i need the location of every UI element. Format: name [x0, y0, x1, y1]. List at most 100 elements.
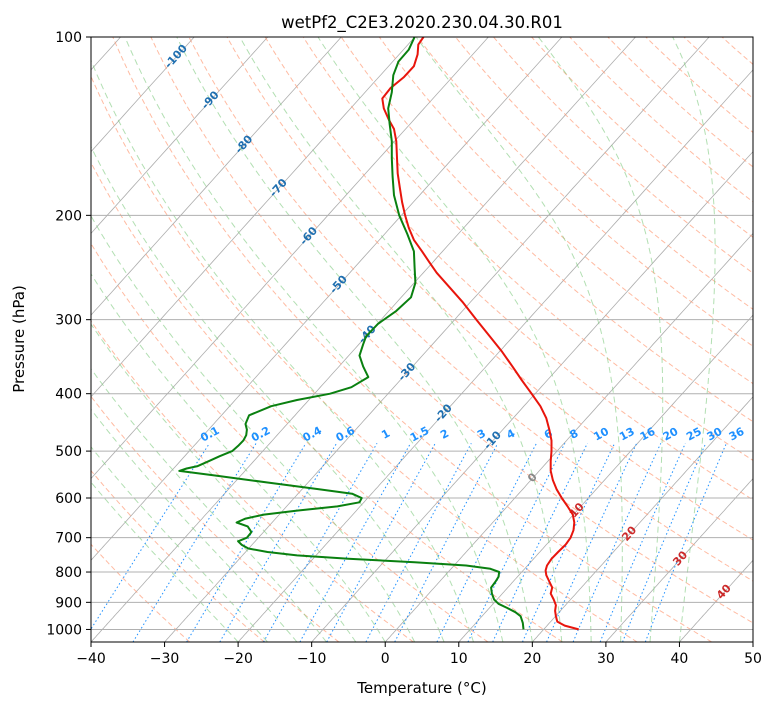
y-axis-title: Pressure (hPa)	[10, 285, 28, 393]
mixing-ratio-line	[132, 443, 257, 642]
mixing-ratio-label: 25	[684, 425, 704, 444]
dry-adiabat-line	[302, 37, 753, 461]
x-tick-label: 30	[597, 651, 615, 667]
moist-adiabat-line	[176, 37, 533, 642]
mixing-ratio-label: 0.4	[301, 424, 325, 445]
mixing-ratio-line	[263, 443, 378, 642]
mixing-ratio-label: 4	[504, 427, 517, 442]
x-tick-label: 50	[744, 651, 762, 667]
x-tick-label: 20	[523, 651, 541, 667]
x-tick-label: −40	[76, 651, 106, 667]
background-lines	[91, 37, 753, 642]
isotherm-line	[91, 37, 342, 316]
dry-adiabat-line	[91, 469, 265, 642]
isotherm-line	[91, 37, 416, 398]
temperature-profile-line	[381, 37, 579, 631]
mixing-ratio-label: 10	[591, 425, 611, 444]
dry-adiabat-line	[531, 37, 753, 238]
y-tick-label: 500	[55, 444, 82, 460]
isotherm-line	[679, 559, 753, 642]
x-tick-label: −30	[150, 651, 180, 667]
x-tick-label: −20	[223, 651, 253, 667]
dry-adiabat-line	[91, 75, 638, 642]
mixing-ratio-label: 13	[617, 425, 637, 444]
mixing-ratio-line	[365, 443, 472, 642]
mixing-ratio-line	[299, 443, 412, 642]
moist-adiabat-line	[91, 446, 268, 642]
mixing-ratio-line	[467, 443, 566, 642]
moist-adiabat-line	[317, 37, 592, 642]
moist-adiabat-line	[91, 408, 298, 642]
mixing-ratio-label: 1.5	[408, 424, 431, 445]
mixing-ratio-label: 16	[638, 425, 658, 444]
dry-adiabat-line	[112, 37, 713, 642]
moist-adiabat-line	[239, 37, 563, 642]
y-tick-label: 600	[55, 491, 82, 507]
dry-adiabat-line	[150, 37, 753, 624]
pressure-gridlines	[91, 37, 753, 630]
chart-title: wetPf2_C2E3.2020.230.04.30.R01	[281, 13, 563, 33]
moist-adiabat-line	[91, 273, 386, 642]
y-tick-label: 800	[55, 565, 82, 581]
mixing-ratio-line	[572, 443, 662, 642]
mixing-ratio-label: 0.1	[198, 424, 221, 445]
mixing-ratio-line	[644, 443, 727, 642]
isotherm-line	[605, 477, 753, 642]
sounding-profiles	[178, 37, 579, 631]
moist-adiabat-line	[124, 37, 504, 642]
mixing-ratio-line	[492, 443, 588, 642]
x-tick-label: −10	[297, 651, 327, 667]
mixing-ratio-line	[436, 443, 537, 642]
x-tick-label: 0	[381, 651, 390, 667]
isotherm-line	[532, 396, 753, 642]
mixing-ratio-line	[599, 443, 686, 642]
mixing-ratio-line	[546, 443, 638, 642]
x-tick-label: 10	[450, 651, 468, 667]
mixing-ratio-label: 30	[705, 425, 725, 444]
moist-adiabat-line	[91, 145, 445, 642]
mixing-ratio-label: 2	[438, 427, 451, 442]
dry-adiabat-line	[340, 37, 753, 423]
dry-adiabat-line	[264, 37, 753, 501]
y-axis: 100 200 300 400 500 600 700 800 900 1000	[46, 30, 91, 638]
moist-adiabat-line	[415, 37, 623, 642]
mixing-ratio-label: 36	[727, 425, 747, 444]
dry-adiabat-line	[91, 161, 563, 642]
isotherm-line	[458, 314, 753, 642]
dry-adiabat-line	[378, 37, 753, 385]
plot-frame	[90, 36, 754, 643]
x-tick-label: 40	[671, 651, 689, 667]
moist-adiabat-line	[91, 481, 239, 642]
y-tick-label: 100	[55, 30, 82, 46]
dry-adiabat-line	[683, 37, 753, 99]
dry-adiabat-line	[607, 37, 753, 168]
isotherm-line	[752, 641, 753, 642]
dry-adiabat-line	[455, 37, 753, 310]
isotherm-line	[384, 232, 753, 642]
isotherm-line	[91, 37, 489, 480]
y-tick-label: 200	[55, 208, 82, 224]
x-axis: −40 −30 −20 −10 0 10 20 30 40 50	[76, 642, 762, 667]
y-tick-label: 900	[55, 595, 82, 611]
dry-adiabat-line	[645, 37, 753, 134]
dry-adiabat-line	[91, 395, 340, 642]
isotherm-line	[91, 37, 268, 235]
dry-adiabat-line	[91, 543, 191, 642]
isotherm-line	[91, 37, 563, 561]
mixing-ratio-label: 8	[568, 427, 581, 442]
isotherm-line	[311, 151, 753, 642]
dry-adiabat-line	[91, 320, 414, 642]
dewpoint-profile-line	[178, 37, 525, 630]
mixing-ratio-label: 1	[379, 427, 392, 442]
isotherm-line	[164, 37, 710, 642]
moist-adiabat-line	[672, 37, 716, 642]
mixing-ratio-line	[219, 443, 338, 642]
x-axis-title: Temperature (°C)	[356, 679, 486, 697]
dry-adiabat-line	[91, 242, 489, 642]
isotherm-line	[237, 69, 753, 642]
mixing-ratio-line	[522, 443, 616, 642]
dry-adiabat-line	[417, 37, 753, 347]
dry-adiabat-line	[188, 37, 753, 582]
y-tick-label: 400	[55, 387, 82, 403]
